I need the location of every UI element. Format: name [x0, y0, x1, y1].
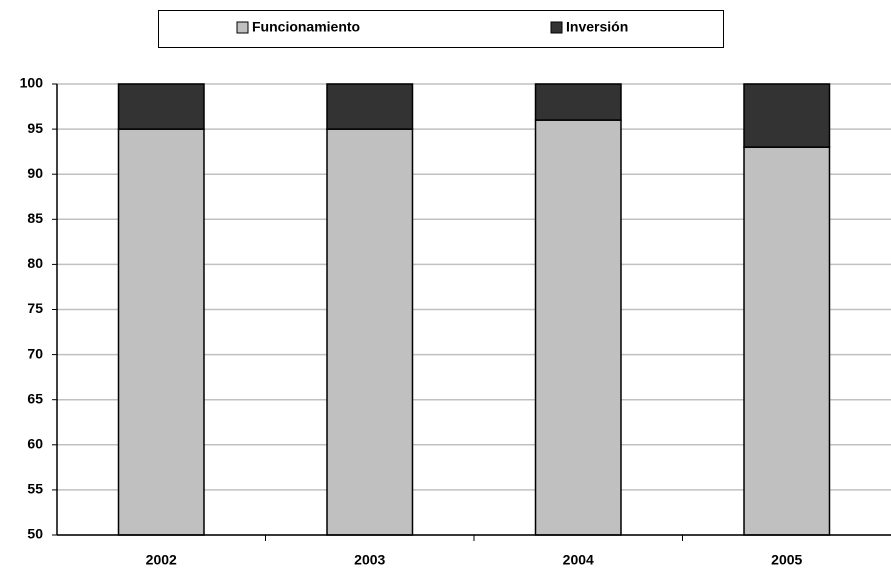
y-tick-label: 55	[27, 481, 43, 497]
y-tick-label: 80	[27, 255, 43, 271]
bar-segment	[117, 128, 205, 536]
y-tick-label: 95	[27, 120, 43, 136]
bar-segment	[534, 83, 622, 121]
x-tick-label: 2003	[354, 552, 385, 568]
y-tick-label: 90	[27, 165, 43, 181]
y-tick-label: 65	[27, 390, 43, 406]
y-tick-label: 50	[27, 526, 43, 542]
y-tick-label: 85	[27, 210, 43, 226]
bar-segment	[534, 119, 622, 536]
bar-segment	[326, 128, 414, 536]
y-tick-label: 100	[20, 75, 44, 91]
y-tick-label: 60	[27, 436, 43, 452]
x-tick-label: 2002	[146, 552, 177, 568]
legend-swatch	[550, 21, 563, 34]
y-tick-label: 75	[27, 300, 43, 316]
legend-swatch	[236, 21, 249, 34]
bar-segment	[743, 83, 831, 148]
legend-label: Inversión	[566, 19, 628, 35]
legend-box	[158, 10, 724, 48]
y-tick-label: 70	[27, 345, 43, 361]
bar-segment	[326, 83, 414, 130]
bar-segment	[117, 83, 205, 130]
legend-label: Funcionamiento	[252, 19, 360, 35]
bar-segment	[743, 146, 831, 536]
x-tick-label: 2005	[771, 552, 802, 568]
x-tick-label: 2004	[563, 552, 594, 568]
